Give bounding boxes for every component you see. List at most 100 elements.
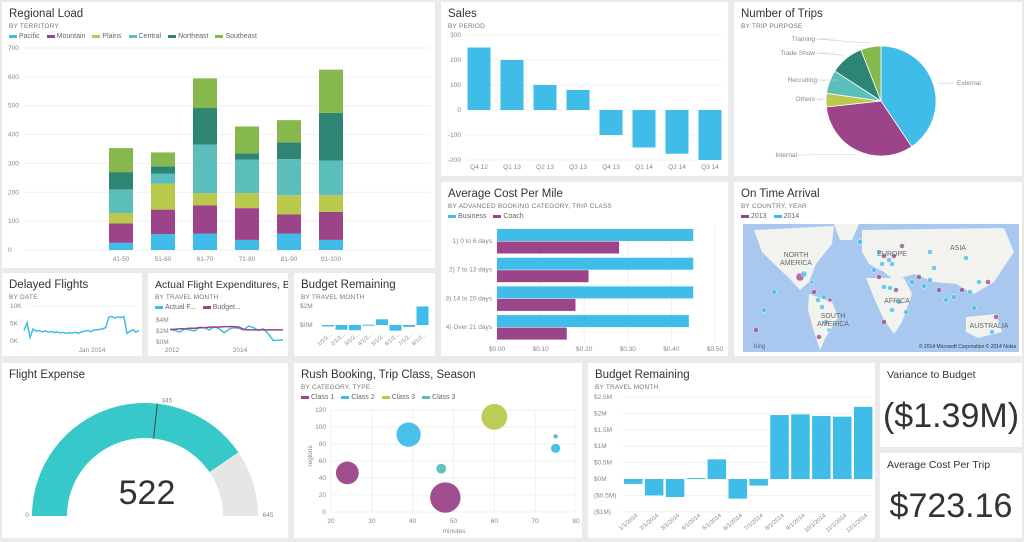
bar-segment xyxy=(319,112,343,161)
legend-item: Plains xyxy=(92,33,122,40)
bar-segment xyxy=(151,152,175,167)
tile-subtitle: BY DATE xyxy=(9,294,38,301)
pie-slice xyxy=(880,45,937,148)
legend-label: 2014 xyxy=(783,213,800,220)
legend-item-2013: 2013 xyxy=(741,213,767,220)
land-north-america xyxy=(754,226,834,290)
pie-slice xyxy=(860,45,882,102)
x-tick-label: 3/1/2014 xyxy=(660,512,682,532)
y-tick-label: 300 xyxy=(450,32,461,39)
x-tick-label: Jan 2014 xyxy=(79,347,106,354)
y-tick-label: $0M xyxy=(156,339,169,346)
bar xyxy=(812,416,831,479)
bar xyxy=(362,324,375,326)
tile-number-of-trips[interactable]: Number of Trips BY TRIP PURPOSE External… xyxy=(734,2,1022,176)
x-tick-label: 2/1/2014 xyxy=(639,512,661,532)
x-tick-label: 50 xyxy=(450,518,458,525)
map-data-point xyxy=(899,243,905,249)
bar xyxy=(853,406,873,479)
tile-on-time-arrival[interactable]: On Time Arrival BY COUNTRY, YEAR 2013 20… xyxy=(734,182,1022,356)
x-tick-label: Q1 13 xyxy=(503,164,521,171)
legend-label: Pacific xyxy=(19,33,40,40)
bar xyxy=(566,90,590,110)
tile-rush-booking[interactable]: Rush Booking, Trip Class, Season BY CATE… xyxy=(294,363,582,538)
bubble xyxy=(396,422,421,447)
tile-budget-remaining-small[interactable]: Budget Remaining BY TRAVEL MONTH $2M $0M 1… xyxy=(294,273,435,356)
tile-variance-to-budget[interactable]: Variance to Budget ($1.39M) xyxy=(880,363,1022,447)
tile-flight-expense[interactable]: Flight Expense 345 0 645 522 xyxy=(2,363,288,538)
bar xyxy=(698,110,722,160)
bar-segment xyxy=(109,223,133,243)
leader-line xyxy=(937,82,954,85)
tile-title: Regional Load xyxy=(9,8,84,20)
map-data-point xyxy=(963,255,969,261)
y-tick-label: 100 xyxy=(8,218,19,225)
y-tick-label: -100 xyxy=(448,132,461,139)
bar-segment xyxy=(235,193,259,209)
pie-slice xyxy=(825,100,913,157)
bar-segment xyxy=(193,144,217,194)
x-tick-label: 5/1/2014 xyxy=(702,512,724,532)
bar-segment xyxy=(193,205,217,234)
x-tick-label: 80 xyxy=(572,518,580,525)
tile-average-cost-per-mile[interactable]: Average Cost Per Mile BY ADVANCED BOOKIN… xyxy=(441,182,728,356)
bar-segment xyxy=(193,193,217,206)
bar xyxy=(403,325,415,327)
y-tick-label: 20 xyxy=(319,492,327,499)
x-tick-label: 8/1/2... xyxy=(411,332,428,348)
x-tick-label: Q3 14 xyxy=(701,164,719,171)
sales-chart: -200 -100 0 100 200 300 Q4 12 Q1 13 Q2 13 Q3 13 Q4… xyxy=(448,32,722,171)
bar-segment xyxy=(277,233,301,250)
tile-subtitle: BY TRAVEL MONTH xyxy=(595,384,659,391)
map-region-label: AFRICA xyxy=(884,298,910,305)
tile-sales[interactable]: Sales BY PERIOD -200 -100 0 100 200 300 Q4 12 Q… xyxy=(441,2,728,176)
bar-segment xyxy=(151,209,175,235)
regional-load-chart: 0 100 200 300 400 500 600 700 41-50 51-60 61-70 71-… xyxy=(8,45,430,263)
tile-title: Actual Flight Expenditures, Bu... xyxy=(155,279,288,291)
map-data-point xyxy=(881,284,887,290)
legend-label: Coach xyxy=(503,213,524,220)
bar xyxy=(599,110,623,135)
x-tick-label: Q4 13 xyxy=(602,164,620,171)
flight-expense-gauge: 345 0 645 522 xyxy=(25,398,274,519)
legend-label: Class 1 xyxy=(311,394,335,401)
tile-budget-remaining[interactable]: Budget Remaining BY TRAVEL MONTH ($1M) ($… xyxy=(588,363,875,538)
map-data-point xyxy=(985,279,991,285)
tile-average-cost-per-trip[interactable]: Average Cost Per Trip $723.16 xyxy=(880,453,1022,538)
y-tick-label: $2M xyxy=(300,303,313,310)
y-tick-label: 0K xyxy=(10,338,19,345)
x-tick-label: 81-90 xyxy=(281,256,298,263)
x-tick-label: 2012 xyxy=(165,347,180,354)
gauge-target-label: 345 xyxy=(161,398,172,405)
tile-regional-load[interactable]: Regional Load BY TERRITORY Pacific Mounta… xyxy=(2,2,435,268)
bar-segment xyxy=(319,160,343,196)
kpi-value: $723.16 xyxy=(889,487,1013,525)
y-tick-label: 500 xyxy=(8,103,19,110)
y-tick-label: $0.5M xyxy=(594,460,612,467)
chart-legend: Class 1 Class 2 Class 3 Class 3 xyxy=(301,394,455,401)
map-data-point xyxy=(967,289,973,295)
bar-segment xyxy=(109,148,133,173)
gauge-min-label: 0 xyxy=(25,512,29,519)
legend-item: Northeast xyxy=(168,33,208,40)
bar xyxy=(322,325,334,327)
tile-subtitle: BY PERIOD xyxy=(448,23,486,30)
map-data-point xyxy=(811,289,817,295)
bar-segment xyxy=(193,108,217,145)
bing-logo: bing xyxy=(754,344,765,350)
y-tick-label: -200 xyxy=(448,157,461,164)
legend-item: Class 3 xyxy=(422,394,455,401)
legend-label: Class 2 xyxy=(351,394,375,401)
y-axis-label: regions xyxy=(307,445,314,467)
tile-title: Rush Booking, Trip Class, Season xyxy=(301,369,476,381)
slice-label: External xyxy=(957,80,981,87)
tile-delayed-flights[interactable]: Delayed Flights BY DATE 0K 5K 10K Jan 2014 xyxy=(2,273,142,356)
tile-title: On Time Arrival xyxy=(741,188,820,200)
bar xyxy=(770,415,789,479)
map-region-label: ASIA xyxy=(950,245,966,252)
legend-item-actual: Actual F... xyxy=(155,304,196,311)
map-data-point xyxy=(815,297,821,303)
world-map[interactable]: NORTHAMERICAEUROPEASIAAFRICASOUTHAMERICA… xyxy=(734,182,1022,356)
tile-actual-flight-expenditures[interactable]: Actual Flight Expenditures, Bu... BY TRA… xyxy=(148,273,288,356)
bar xyxy=(497,298,576,311)
